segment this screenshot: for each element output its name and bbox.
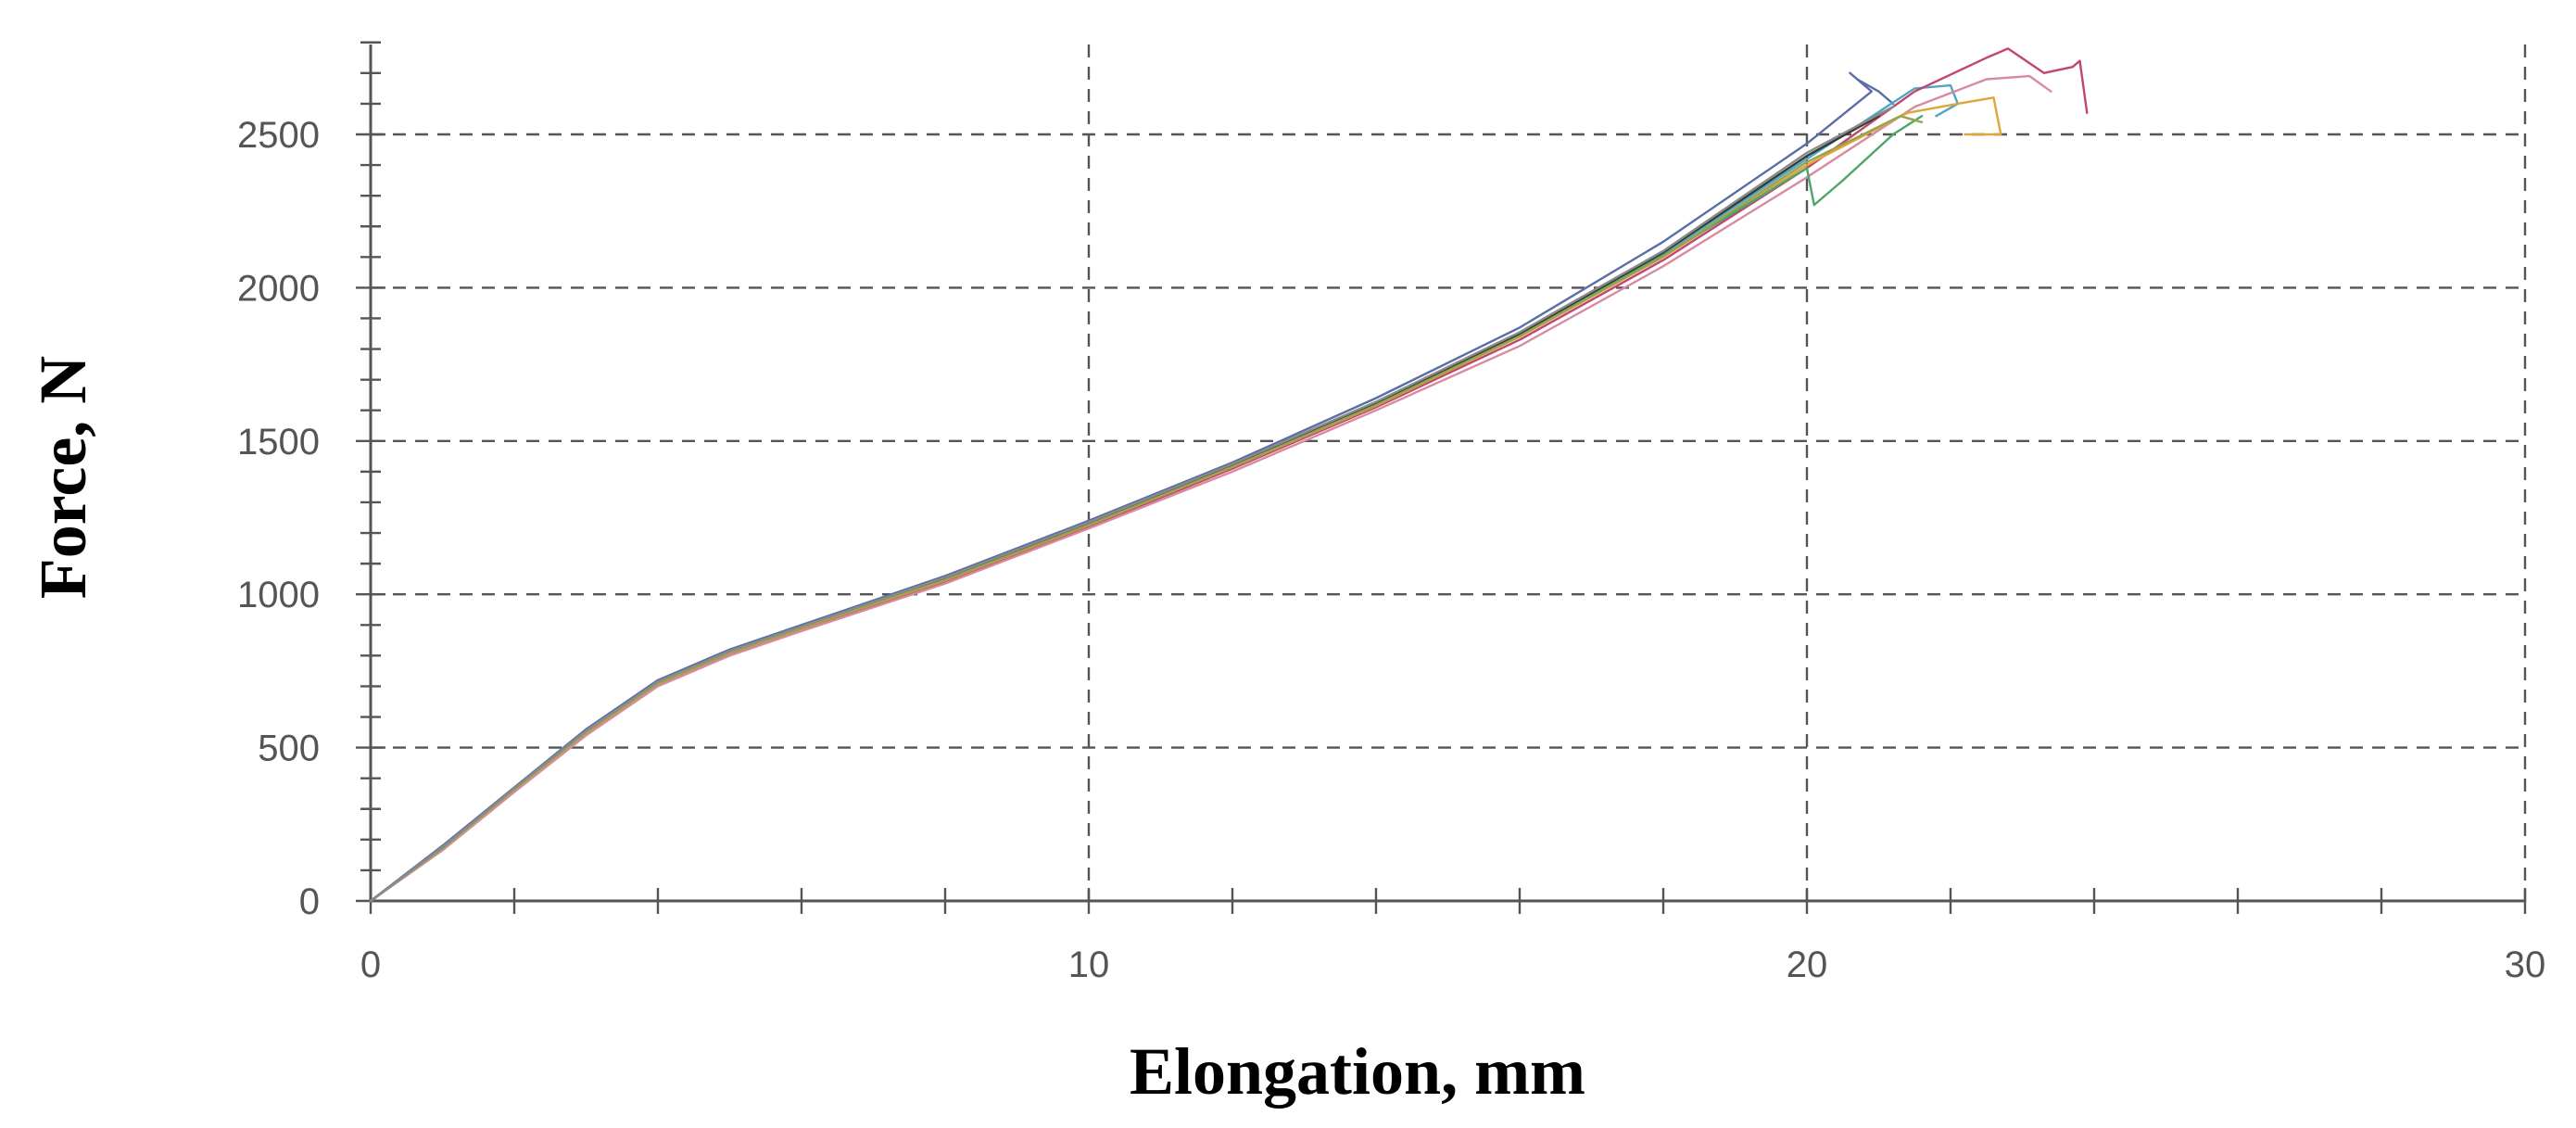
x-tick-label-10: 10 bbox=[1068, 944, 1110, 985]
series-line-4 bbox=[369, 74, 2052, 903]
tick-label-layer: 0 500 1000 1500 2000 2500 0 10 20 30 bbox=[237, 115, 2545, 985]
y-tick-label-0: 0 bbox=[299, 881, 320, 922]
x-tick-label-0: 0 bbox=[360, 944, 381, 985]
y-tick-label-2000: 2000 bbox=[237, 268, 320, 309]
series-line-3 bbox=[369, 47, 2089, 903]
axis-layer bbox=[369, 44, 2525, 903]
series-line-5 bbox=[369, 96, 2002, 903]
y-axis-title: Force, N bbox=[26, 356, 100, 600]
y-tick-label-1500: 1500 bbox=[237, 422, 320, 463]
minor-tick-layer bbox=[356, 41, 2527, 914]
x-axis-title: Elongation, mm bbox=[1130, 1034, 1585, 1109]
y-tick-label-1000: 1000 bbox=[237, 575, 320, 615]
y-tick-label-2500: 2500 bbox=[237, 115, 320, 156]
grid-layer bbox=[371, 44, 2527, 901]
series-line-8 bbox=[369, 114, 1924, 903]
series-line-1 bbox=[369, 71, 1895, 903]
series-layer bbox=[369, 47, 2089, 903]
series-line-9 bbox=[369, 105, 1895, 903]
x-tick-label-20: 20 bbox=[1787, 944, 1828, 985]
y-tick-label-500: 500 bbox=[258, 729, 320, 769]
x-tick-label-30: 30 bbox=[2505, 944, 2546, 985]
